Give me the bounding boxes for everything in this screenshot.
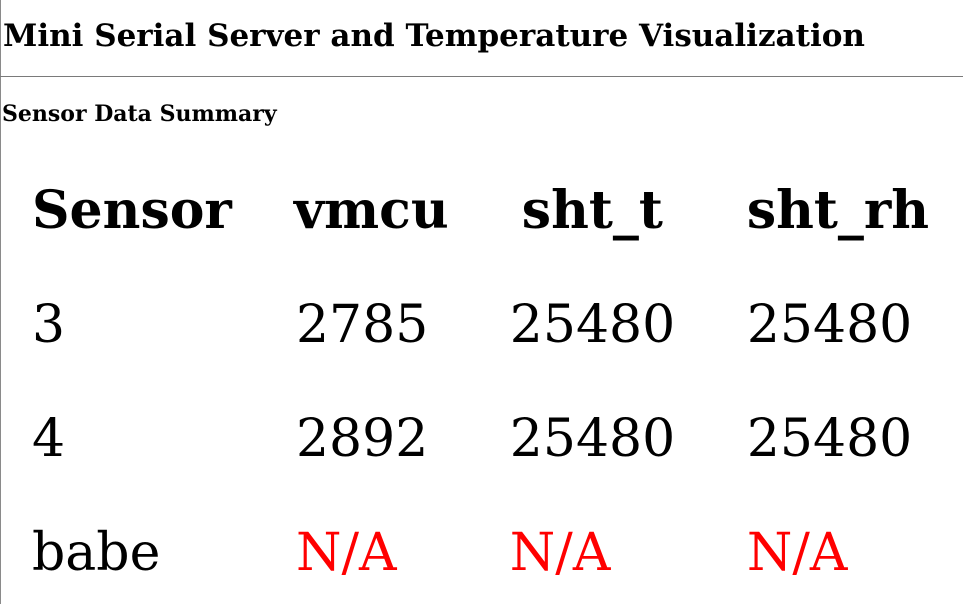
cell-sensor: babe (32, 523, 161, 583)
cell-sensor: 3 (32, 295, 66, 355)
cell-sht-rh-missing: N/A (746, 523, 848, 583)
cell-sht-t: 25480 (509, 409, 676, 469)
cell-sht-rh: 25480 (746, 409, 913, 469)
cell-vmcu: 2892 (295, 409, 429, 469)
cell-vmcu-missing: N/A (295, 523, 397, 583)
table-row: 4 2892 25480 25480 (20, 382, 964, 496)
page-title: Mini Serial Server and Temperature Visua… (3, 18, 865, 54)
cell-sensor: 4 (32, 409, 66, 469)
sensor-summary-table: Sensor vmcu sht_t sht_rh 3 2785 25480 25… (20, 154, 964, 610)
cell-sht-t: 25480 (509, 295, 676, 355)
section-heading: Sensor Data Summary (2, 101, 277, 127)
title-divider (0, 76, 963, 77)
table-header-row: Sensor vmcu sht_t sht_rh (20, 154, 964, 268)
table-row: 3 2785 25480 25480 (20, 268, 964, 382)
table-row: babe N/A N/A N/A (20, 496, 964, 610)
cell-sht-rh: 25480 (746, 295, 913, 355)
column-header-sht-t: sht_t (521, 180, 663, 241)
cell-sht-t-missing: N/A (509, 523, 611, 583)
cell-vmcu: 2785 (295, 295, 429, 355)
column-header-vmcu: vmcu (293, 180, 449, 241)
column-header-sensor: Sensor (32, 180, 232, 241)
column-header-sht-rh: sht_rh (746, 180, 930, 241)
